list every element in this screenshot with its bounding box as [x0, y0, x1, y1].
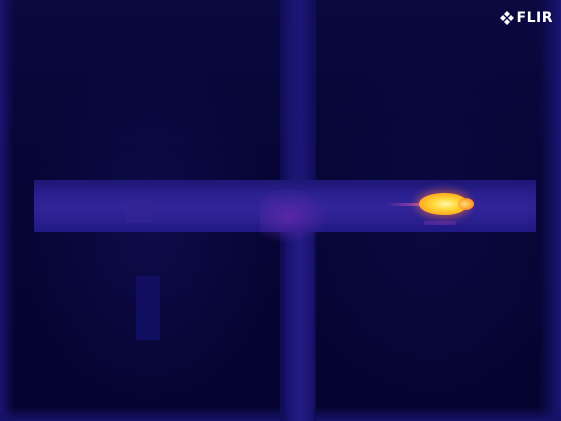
flir-logo-text: FLIR: [516, 10, 553, 26]
left-edge-glow: [0, 0, 14, 421]
right-edge-glow: [539, 0, 561, 421]
maze-junction: [260, 188, 330, 244]
mouse-tail: [386, 203, 422, 206]
maze-arm-shadow: [126, 200, 152, 222]
maze-vertical-arm-lower: [286, 232, 314, 421]
mouse-heat-signature: [419, 193, 467, 215]
mouse-head: [458, 198, 474, 210]
background-object: [136, 276, 160, 340]
flir-logo-icon: [499, 11, 514, 25]
mouse-reflection: [424, 221, 456, 225]
flir-logo: FLIR: [499, 10, 553, 26]
